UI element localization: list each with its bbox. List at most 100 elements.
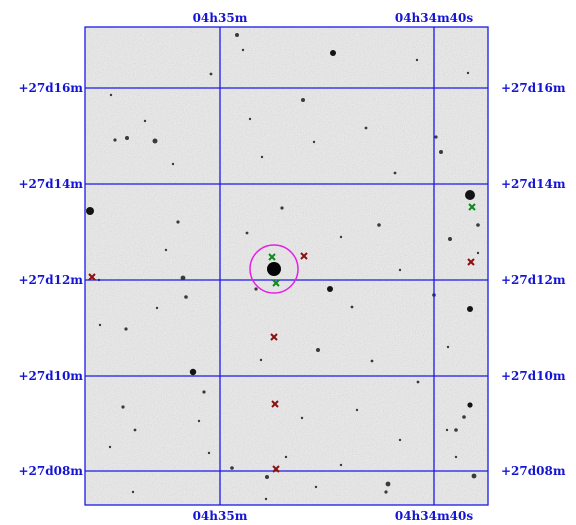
star [108,445,112,449]
ra-label-bottom-04h35m: 04h35m [193,509,248,523]
target-circle[interactable] [249,244,299,294]
star [121,405,125,409]
star [445,428,449,432]
star [155,306,159,310]
source-markers [88,203,476,473]
star [398,268,402,272]
star [355,408,359,412]
dec-label-left-27d10m: +27d10m [18,369,83,383]
star [184,295,188,299]
star [385,481,391,487]
star [434,135,438,139]
star [284,455,288,459]
star [476,251,480,255]
star [454,428,458,432]
star [260,155,264,159]
star [189,368,197,376]
coordinate-grid [84,26,489,506]
star [98,323,102,327]
star [467,402,473,408]
star [446,345,450,349]
green-source-marker[interactable] [272,279,280,287]
red-source-marker[interactable] [272,465,280,473]
star [267,262,281,276]
star [176,220,180,224]
red-source-marker[interactable] [300,252,308,260]
star [377,223,381,227]
dec-label-right-27d14m: +27d14m [501,177,566,191]
star [350,305,354,309]
red-source-marker[interactable] [88,273,96,281]
star [327,286,333,292]
star-field [86,33,480,501]
star [312,140,316,144]
star [113,138,117,142]
dec-label-right-27d16m: +27d16m [501,81,566,95]
star [314,485,318,489]
star [143,119,147,123]
star [202,390,206,394]
image-border [84,26,489,506]
red-source-marker[interactable] [270,333,278,341]
star [465,190,475,200]
star [448,237,452,241]
sky-noise [85,27,488,505]
dec-label-right-27d10m: +27d10m [501,369,566,383]
star [230,466,234,470]
green-source-marker[interactable] [268,253,276,261]
star [248,117,252,121]
star [197,419,201,423]
star [339,463,343,467]
star [330,50,336,56]
star [131,490,135,494]
star [254,287,258,291]
star [235,33,239,37]
star [300,416,304,420]
star [316,348,320,352]
star [462,415,466,419]
star [364,126,368,130]
star [339,235,343,239]
green-source-marker[interactable] [468,203,476,211]
star [133,428,137,432]
star [152,138,158,144]
star [259,358,263,362]
red-source-marker[interactable] [271,400,279,408]
star [439,150,443,154]
star [180,275,186,281]
dec-label-left-27d16m: +27d16m [18,81,83,95]
star [393,171,397,175]
ra-label-top-04h35m: 04h35m [193,11,248,25]
star [264,497,268,501]
dec-label-left-27d08m: +27d08m [18,464,83,478]
star [471,473,477,479]
star [280,206,284,210]
star [454,455,458,459]
star [476,223,480,227]
star [370,359,374,363]
star [466,71,470,75]
star [86,207,94,215]
star [398,438,402,442]
star [164,248,168,252]
star [467,306,473,312]
star [416,380,420,384]
star [301,98,305,102]
star [384,490,388,494]
dec-label-left-27d14m: +27d14m [18,177,83,191]
star [207,451,211,455]
dec-label-right-27d12m: +27d12m [501,273,566,287]
star [124,327,128,331]
red-source-marker[interactable] [467,258,475,266]
star [265,475,269,479]
ra-label-bottom-04h34m40s: 04h34m40s [395,509,474,523]
star [245,231,249,235]
star [171,162,175,166]
ra-label-top-04h34m40s: 04h34m40s [395,11,474,25]
dec-label-right-27d08m: +27d08m [501,464,566,478]
star [415,58,419,62]
star [109,93,113,97]
star [241,48,245,52]
star [209,72,213,76]
